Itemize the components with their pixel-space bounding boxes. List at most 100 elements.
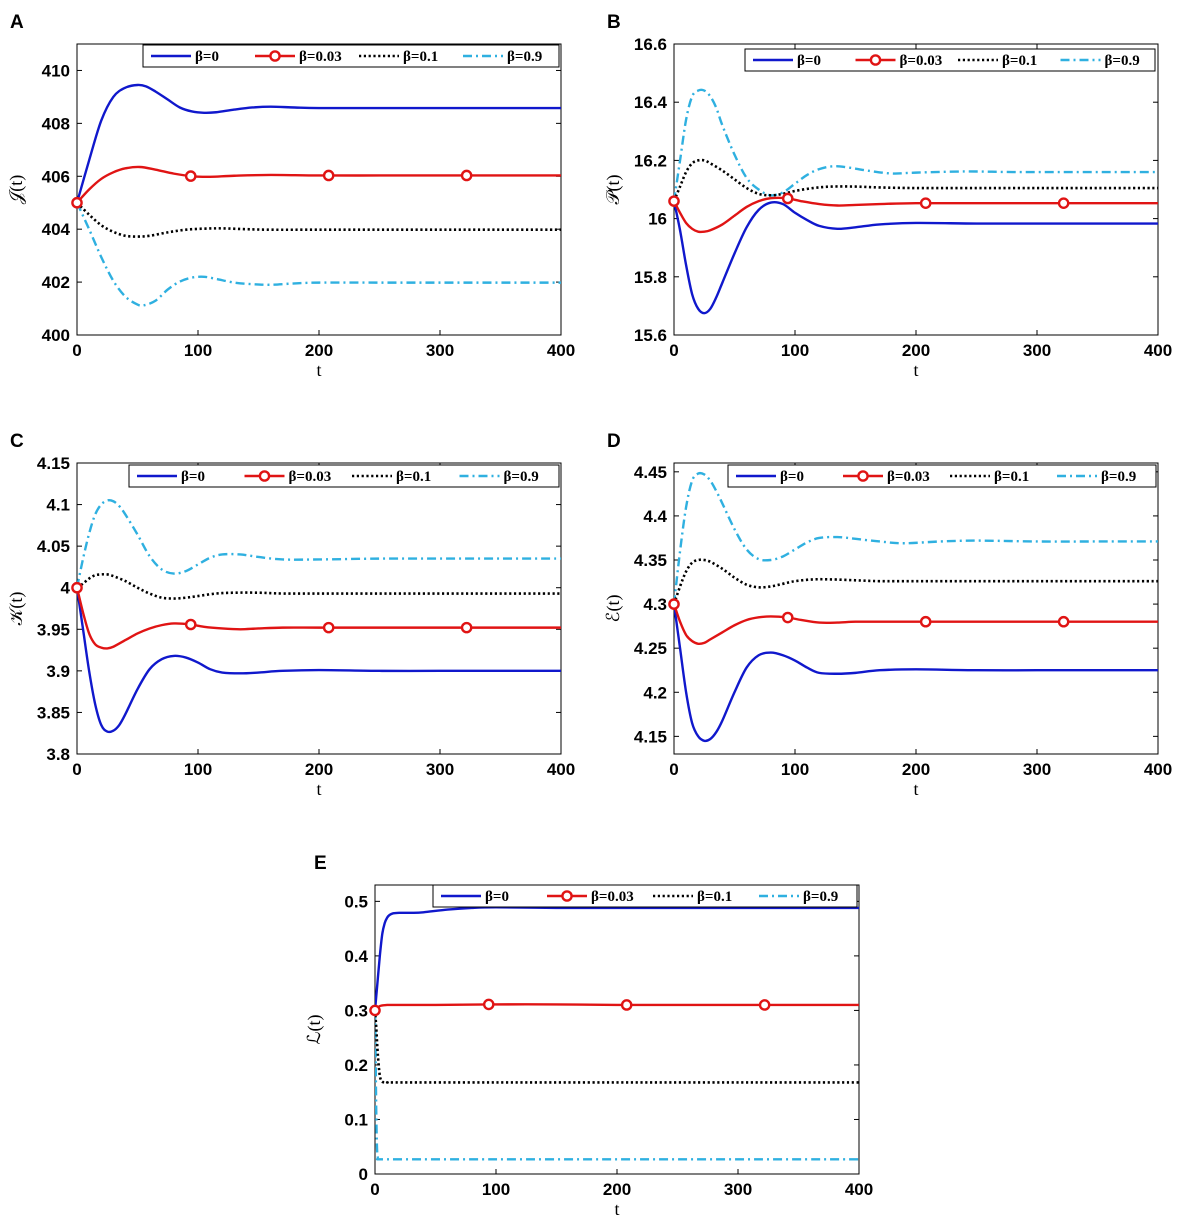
y-tick-label: 4.25 bbox=[634, 639, 667, 658]
y-tick-label: 3.9 bbox=[46, 662, 70, 681]
legend-marker bbox=[869, 54, 882, 66]
panel-d: D 0 100 200 300 400 4.15 4.2 4.25 4.3 4.35 4.4 4.45 t… bbox=[603, 431, 1172, 799]
legend-label: β=0.1 bbox=[994, 469, 1029, 485]
series-line bbox=[77, 587, 561, 734]
y-tick-label: 3.85 bbox=[37, 703, 70, 722]
panel-letter: D bbox=[607, 431, 621, 452]
legend-label: β=0 bbox=[181, 469, 205, 485]
y-tick-label: 16.6 bbox=[634, 35, 667, 54]
panel-c: C 0 100 200 300 400 3.8 3.85 3.9 3.95 4 4.05 4.1 4.15… bbox=[6, 431, 575, 799]
y-tick-label: 16.2 bbox=[634, 151, 667, 170]
x-tick-label: 200 bbox=[603, 1180, 631, 1199]
x-tick-label: 200 bbox=[902, 760, 930, 779]
legend-box bbox=[432, 884, 858, 908]
y-tick-label: 0.4 bbox=[344, 947, 368, 966]
legend-label: β=0 bbox=[780, 469, 804, 485]
x-tick-label: 0 bbox=[72, 760, 81, 779]
y-tick-label: 404 bbox=[42, 220, 71, 239]
x-tick-label: 100 bbox=[184, 341, 212, 360]
y-tick-label: 4.15 bbox=[37, 454, 70, 473]
legend-label: β=0.9 bbox=[803, 889, 838, 905]
legend-marker bbox=[857, 470, 869, 482]
series-marker bbox=[1057, 197, 1070, 209]
x-tick-label: 0 bbox=[669, 341, 678, 360]
axes-frame bbox=[673, 462, 1159, 755]
y-tick-label: 410 bbox=[42, 61, 70, 80]
x-tick-label: 100 bbox=[781, 341, 809, 360]
x-axis-label: t bbox=[913, 779, 918, 799]
x-tick-label: 400 bbox=[1144, 760, 1172, 779]
y-tick-label: 406 bbox=[42, 167, 70, 186]
series-line bbox=[674, 558, 1158, 605]
series-marker bbox=[184, 170, 197, 182]
x-axis-label: t bbox=[614, 1199, 619, 1219]
legend-marker bbox=[258, 470, 271, 482]
legend: β=0 β=0.03 β=0.1 β=0.9 bbox=[432, 884, 858, 908]
panel-letter: E bbox=[314, 853, 327, 874]
y-tick-label: 4.05 bbox=[37, 537, 70, 556]
x-tick-label: 400 bbox=[845, 1180, 873, 1199]
series-marker bbox=[781, 611, 794, 624]
series-marker bbox=[668, 598, 680, 610]
y-axis-label: ℒ(t) bbox=[304, 1015, 325, 1045]
legend-label: β=0.9 bbox=[1105, 53, 1140, 69]
x-axis-label: t bbox=[316, 779, 321, 799]
series-marker bbox=[668, 195, 680, 207]
series-marker bbox=[184, 618, 197, 631]
series-marker bbox=[758, 999, 771, 1011]
panel-a: A 0 100 200 300 400 400 402 404 406 408 410 t 𝒥(t) β=0… bbox=[6, 12, 575, 380]
panel-b: B 0 100 200 300 400 15.6 15.8 16 16.2 16.4 16.6 t 𝒫(t… bbox=[603, 12, 1172, 380]
y-tick-label: 0.2 bbox=[344, 1056, 368, 1075]
panel-letter: B bbox=[607, 12, 621, 33]
x-axis-label: t bbox=[316, 360, 321, 380]
axes-frame bbox=[76, 462, 562, 755]
y-tick-label: 15.6 bbox=[634, 326, 667, 345]
y-tick-label: 4.1 bbox=[46, 496, 70, 515]
y-tick-label: 4 bbox=[61, 579, 71, 598]
legend-box bbox=[727, 464, 1157, 488]
legend-label: β=0.1 bbox=[1002, 53, 1037, 69]
series-line bbox=[77, 202, 561, 307]
x-tick-label: 300 bbox=[1023, 341, 1051, 360]
y-tick-label: 402 bbox=[42, 273, 70, 292]
series-line bbox=[375, 1010, 859, 1084]
x-tick-label: 100 bbox=[482, 1180, 510, 1199]
y-tick-label: 16 bbox=[648, 210, 667, 229]
series-line bbox=[77, 83, 561, 204]
legend-label: β=0 bbox=[485, 889, 509, 905]
series-marker bbox=[369, 1004, 381, 1017]
x-tick-label: 200 bbox=[902, 341, 930, 360]
y-tick-label: 400 bbox=[42, 326, 70, 345]
series-marker bbox=[781, 192, 794, 205]
y-tick-label: 15.8 bbox=[634, 268, 667, 287]
series-marker bbox=[919, 197, 932, 209]
y-tick-label: 4.4 bbox=[643, 507, 667, 526]
legend-marker bbox=[561, 890, 573, 902]
series-line bbox=[375, 1010, 859, 1161]
y-axis-label: 𝒦(t) bbox=[6, 592, 27, 626]
legend: β=0 β=0.03 β=0.1 β=0.9 bbox=[727, 464, 1157, 488]
series-line bbox=[674, 603, 1158, 646]
series-line bbox=[375, 1003, 859, 1012]
series-line bbox=[77, 587, 561, 650]
legend: β=0 β=0.03 β=0.1 β=0.9 bbox=[128, 464, 560, 488]
x-tick-label: 300 bbox=[724, 1180, 752, 1199]
x-tick-label: 200 bbox=[305, 760, 333, 779]
x-tick-label: 300 bbox=[426, 341, 454, 360]
series-line bbox=[674, 603, 1158, 743]
y-tick-label: 3.95 bbox=[37, 620, 70, 639]
y-tick-label: 4.35 bbox=[634, 551, 667, 570]
axes-frame bbox=[374, 884, 860, 1175]
y-axis-label: 𝒫(t) bbox=[603, 175, 624, 205]
legend-label: β=0.9 bbox=[504, 469, 539, 485]
x-tick-label: 300 bbox=[1023, 760, 1051, 779]
x-tick-label: 0 bbox=[72, 341, 81, 360]
series-line bbox=[375, 906, 859, 1011]
y-tick-label: 3.8 bbox=[46, 745, 70, 764]
x-tick-label: 300 bbox=[426, 760, 454, 779]
y-axis-label: 𝒥(t) bbox=[6, 175, 27, 204]
y-tick-label: 16.4 bbox=[634, 93, 668, 112]
panel-letter: A bbox=[10, 12, 24, 33]
series-line bbox=[77, 498, 561, 588]
